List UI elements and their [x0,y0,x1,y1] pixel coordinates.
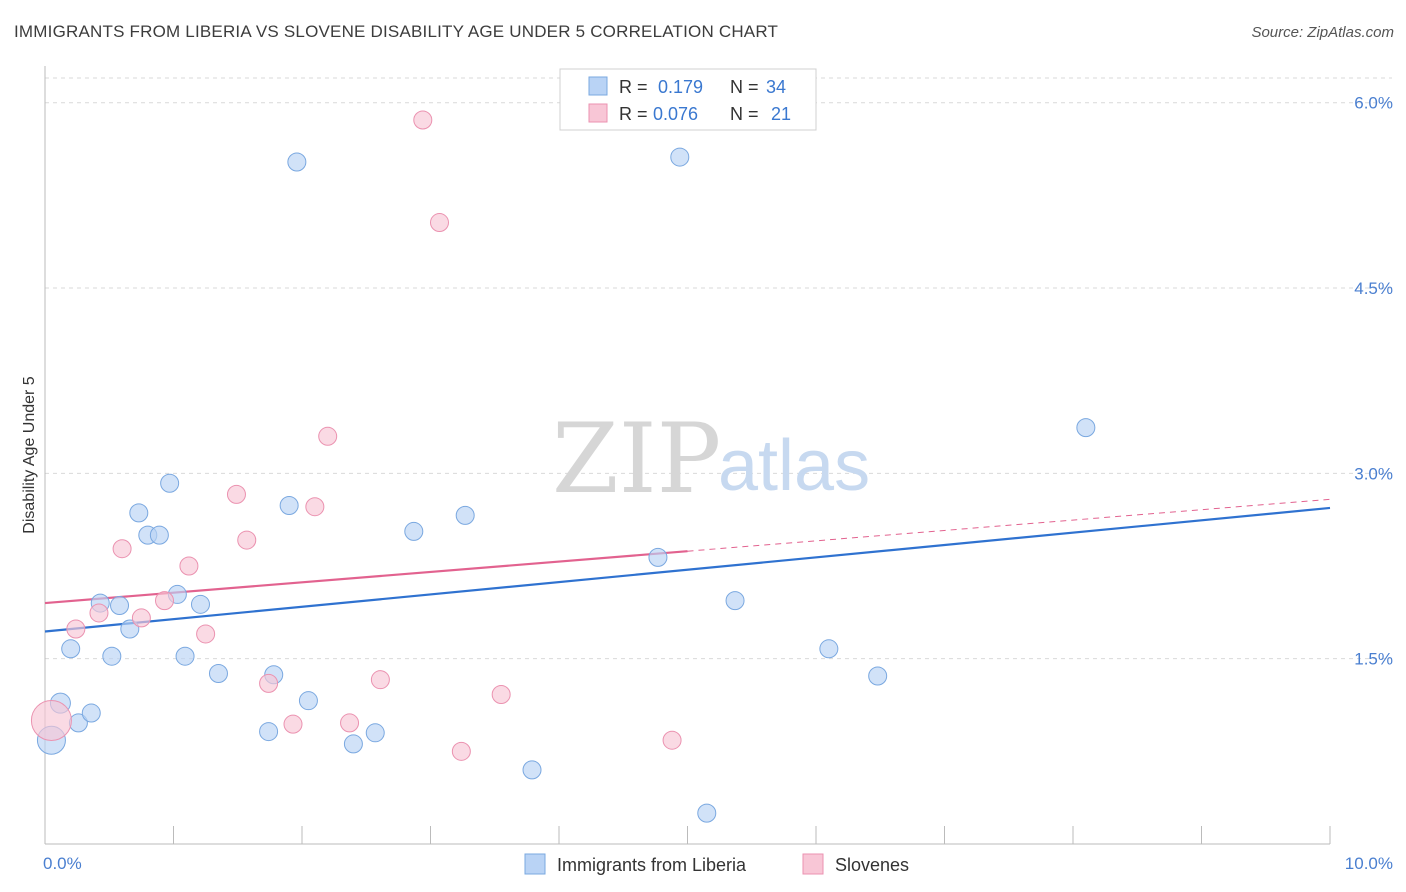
slovenes-point-3 [112,539,132,559]
data-points [30,110,1096,823]
series-legend-label-liberia: Immigrants from Liberia [557,855,747,875]
slovenes-point-20 [662,730,682,750]
liberia-point-32 [868,666,888,686]
y-axis-label: Disability Age Under 5 [21,376,38,534]
watermark: ZIP atlas [552,403,870,515]
slovenes-point-16 [413,110,433,130]
y-tick-label-1: 3.0% [1354,464,1393,483]
liberia-point-25 [455,505,475,525]
liberia-point-31 [819,639,839,659]
slovenes-point-2 [89,603,109,623]
slovenes-point-10 [259,673,279,693]
slovenes-point-8 [226,484,246,504]
liberia-point-24 [404,521,424,541]
slovenes-point-7 [196,624,216,644]
slovenes-point-18 [451,741,471,761]
liberia-point-27 [648,547,668,567]
liberia-point-12 [160,473,180,493]
correlation-legend: R = 0.179 N = 34 R = 0.076 N = 21 [559,68,817,131]
liberia-point-8 [120,619,140,639]
liberia-point-30 [725,591,745,611]
legend-n-value-blue: 34 [766,77,786,97]
slovenes-point-12 [305,497,325,517]
slovenes-point-9 [237,530,257,550]
x-tick-label-0: 0.0% [43,854,82,873]
liberia-point-33 [1076,418,1096,438]
y-tick-labels: 1.5% 3.0% 4.5% 6.0% [1354,94,1393,669]
slovenes-trend-line-2 [687,498,1331,552]
liberia-point-6 [102,646,122,666]
legend-n-value-pink: 21 [771,104,791,124]
legend-n-label-pink: N = [730,104,759,124]
slovenes-point-17 [429,213,449,233]
grid-lines [45,77,1392,660]
liberia-point-23 [365,723,385,743]
x-tick-labels: 0.0% 10.0% [43,854,1393,873]
liberia-point-26 [522,760,542,780]
slovenes-trend-line-1 [44,550,688,605]
liberia-point-17 [259,722,279,742]
series-legend-label-slovenes: Slovenes [835,855,909,875]
slovenes-point-19 [491,685,511,705]
liberia-point-22 [343,734,363,754]
slovenes-point-0 [30,699,72,741]
legend-r-value-blue: 0.179 [658,77,703,97]
watermark-zip: ZIP [552,403,721,515]
liberia-point-15 [190,594,210,614]
liberia-point-14 [175,646,195,666]
legend-r-value-pink: 0.076 [653,104,698,124]
slovenes-point-1 [66,619,86,639]
liberia-point-2 [61,639,81,659]
slovenes-point-14 [340,713,360,733]
slovenes-point-6 [179,556,199,576]
y-tick-label-0: 1.5% [1354,650,1393,669]
liberia-point-20 [287,152,307,172]
legend-swatch-blue [588,76,608,96]
series-legend-swatch-liberia [524,853,546,875]
legend-r-label-blue: R = [619,77,648,97]
slovenes-point-15 [370,670,390,690]
legend-swatch-pink [588,103,608,123]
slovenes-point-13 [318,426,338,446]
liberia-point-11 [149,525,169,545]
liberia-point-16 [208,664,228,684]
slovenes-point-4 [131,608,151,628]
x-tick-label-1: 10.0% [1345,854,1393,873]
liberia-point-7 [110,596,130,616]
chart-title: IMMIGRANTS FROM LIBERIA VS SLOVENE DISAB… [14,22,779,41]
slovenes-point-5 [155,591,175,611]
liberia-point-29 [697,803,717,823]
y-tick-label-3: 6.0% [1354,94,1393,113]
liberia-point-4 [81,703,101,723]
liberia-point-19 [279,495,299,515]
slovenes-point-11 [283,714,303,734]
series-legend: Immigrants from Liberia Slovenes [524,853,909,875]
trend-lines [44,498,1331,633]
legend-n-label-blue: N = [730,77,759,97]
liberia-trend-line-0 [44,506,1331,633]
liberia-point-9 [129,503,149,523]
liberia-point-21 [298,691,318,711]
legend-r-label-pink: R = [619,104,648,124]
source-label: Source: ZipAtlas.com [1251,24,1394,41]
y-tick-label-2: 4.5% [1354,279,1393,298]
liberia-point-28 [670,147,690,167]
series-legend-swatch-slovenes [802,853,824,875]
watermark-atlas: atlas [718,426,870,506]
